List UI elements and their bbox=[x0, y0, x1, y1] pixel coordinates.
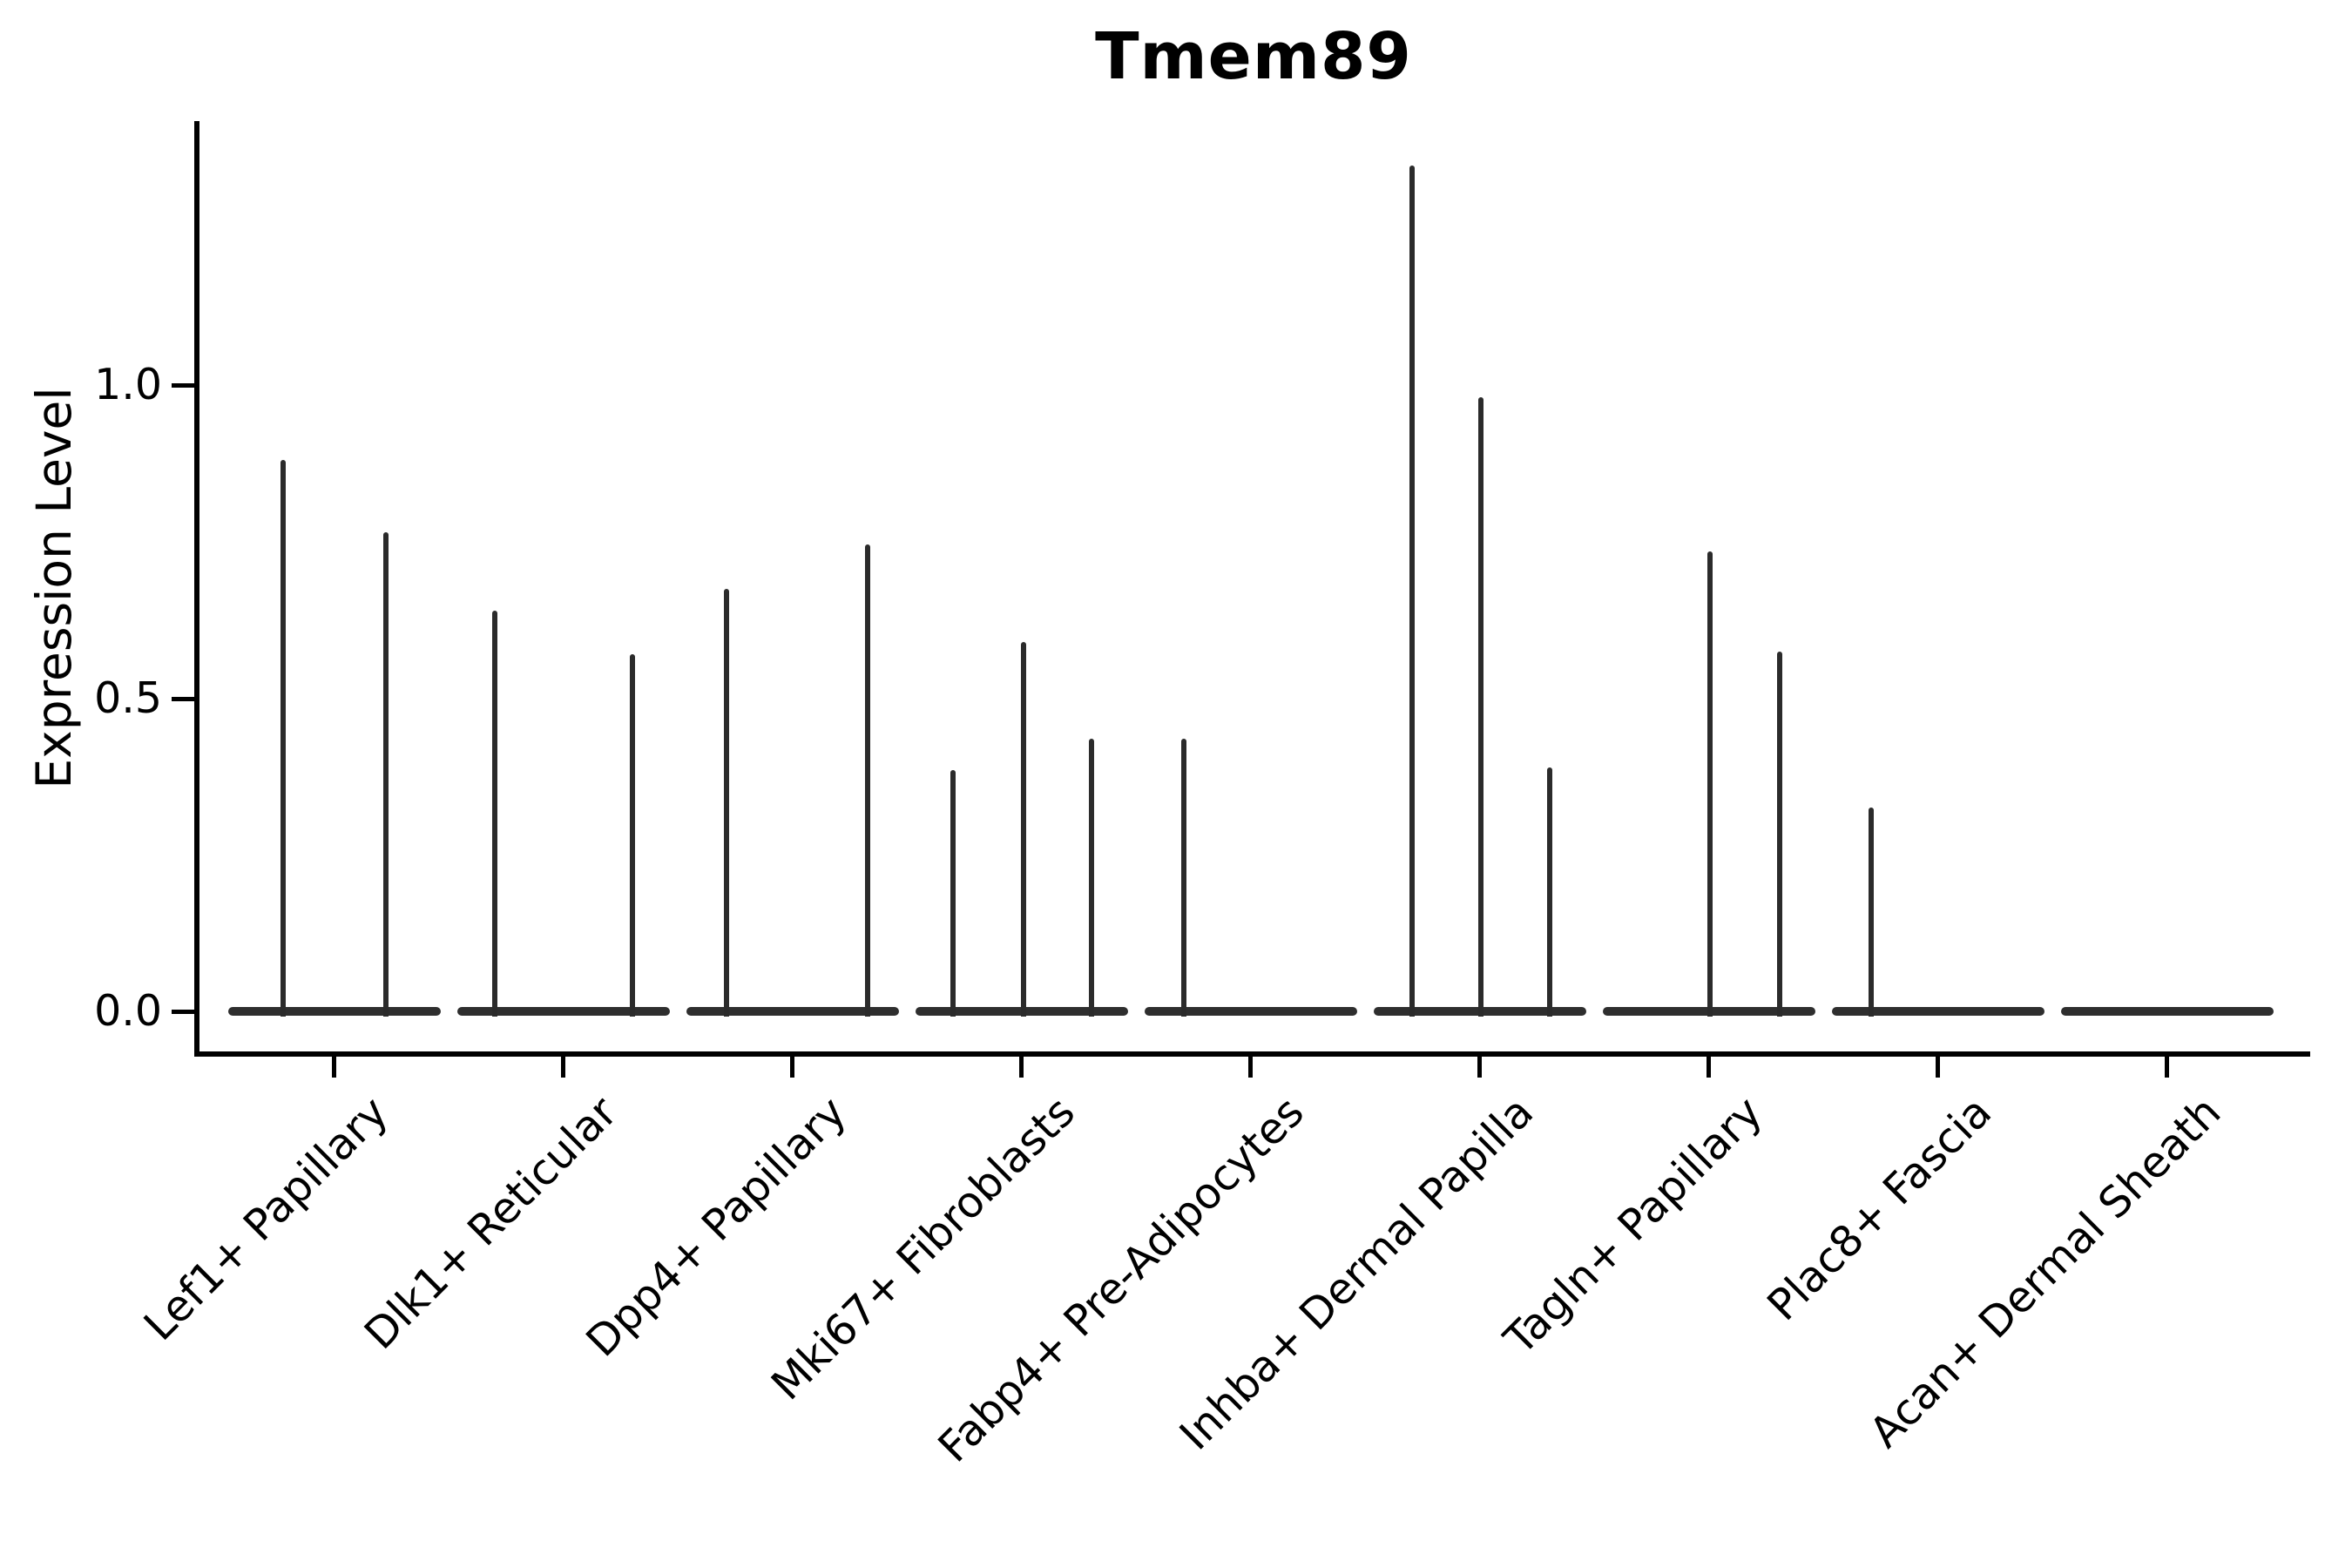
violin-base bbox=[1832, 1007, 2044, 1016]
plot-title: Tmem89 bbox=[1095, 19, 1412, 94]
x-tick-mark bbox=[2165, 1057, 2169, 1078]
y-tick-mark bbox=[172, 1010, 194, 1014]
violin-spike bbox=[724, 589, 729, 1017]
violin-spike bbox=[865, 544, 870, 1017]
violin-spike bbox=[1547, 767, 1552, 1017]
violin-base bbox=[686, 1007, 899, 1016]
violin-spike bbox=[1777, 652, 1782, 1017]
violin-spike bbox=[1409, 166, 1415, 1017]
violin-base bbox=[457, 1007, 670, 1016]
y-tick-label: 0.5 bbox=[94, 673, 162, 723]
x-tick-mark bbox=[1019, 1057, 1024, 1078]
violin-spike bbox=[1181, 739, 1186, 1017]
y-tick-mark bbox=[172, 383, 194, 388]
x-tick-mark bbox=[790, 1057, 794, 1078]
x-tick-mark bbox=[1936, 1057, 1940, 1078]
x-tick-label: Fabp4+ Pre-Adipocytes bbox=[929, 1087, 1315, 1472]
x-tick-label: Lef1+ Papillary bbox=[134, 1087, 398, 1351]
violin-spike bbox=[383, 532, 389, 1017]
violin-spike bbox=[1089, 739, 1094, 1017]
y-tick-label: 1.0 bbox=[94, 360, 162, 409]
x-tick-mark bbox=[561, 1057, 565, 1078]
violin-spike bbox=[1478, 397, 1484, 1017]
x-tick-label: Plac8+ Fascia bbox=[1758, 1087, 2002, 1331]
y-tick-label: 0.0 bbox=[94, 986, 162, 1036]
violin-spike bbox=[630, 654, 635, 1017]
y-axis-label: Expression Level bbox=[26, 387, 82, 789]
violin-spike bbox=[1021, 642, 1026, 1017]
x-tick-label: Tagln+ Papillary bbox=[1495, 1087, 1773, 1365]
x-tick-mark bbox=[1477, 1057, 1482, 1078]
violin-base bbox=[2061, 1007, 2274, 1016]
violin-base bbox=[228, 1007, 441, 1016]
y-axis-spine bbox=[194, 121, 199, 1057]
x-tick-label: Dlk1+ Reticular bbox=[355, 1087, 627, 1359]
x-tick-mark bbox=[1707, 1057, 1711, 1078]
x-tick-mark bbox=[332, 1057, 336, 1078]
violin-spike bbox=[950, 770, 956, 1017]
violin-spike bbox=[1869, 808, 1874, 1017]
violin-spike bbox=[1707, 551, 1713, 1017]
violin-spike bbox=[280, 460, 286, 1017]
violin-base bbox=[1145, 1007, 1357, 1016]
x-axis-spine bbox=[194, 1051, 2310, 1057]
violin-spike bbox=[492, 611, 497, 1017]
x-tick-mark bbox=[1248, 1057, 1253, 1078]
y-tick-mark bbox=[172, 697, 194, 701]
